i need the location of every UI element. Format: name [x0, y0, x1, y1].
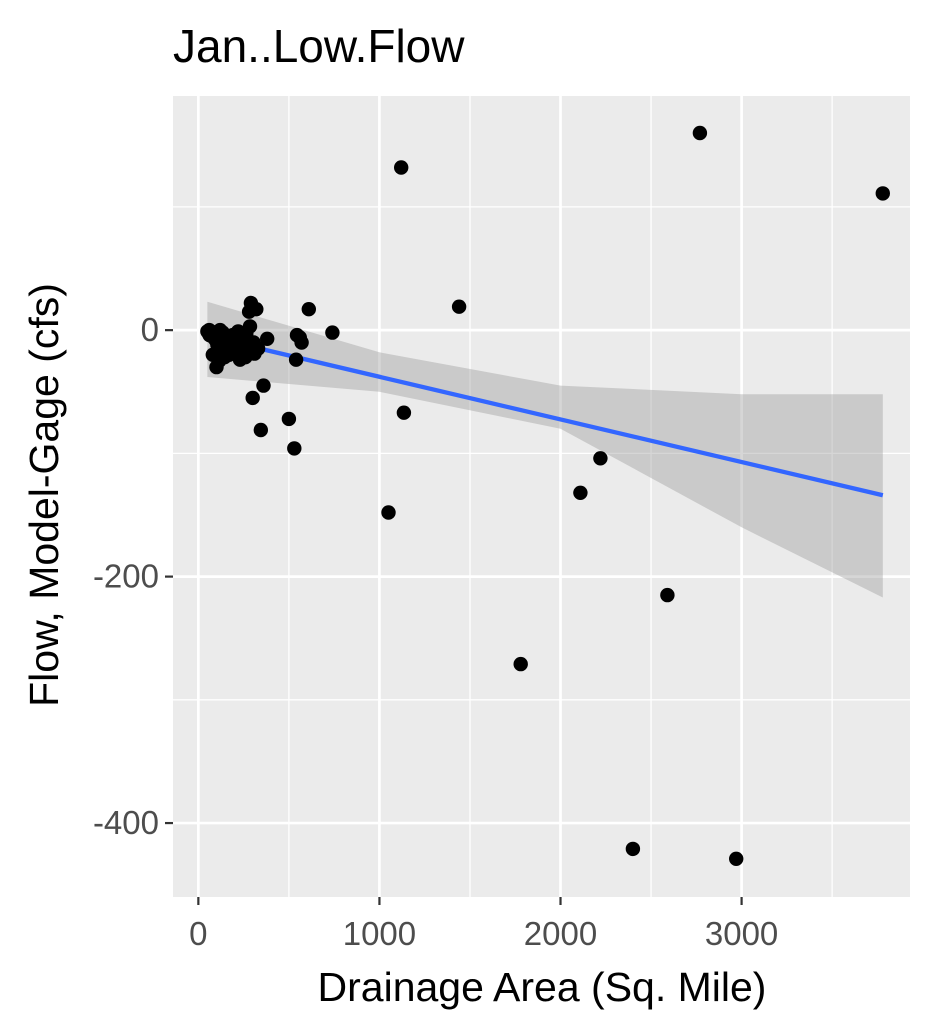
chart-title: Jan..Low.Flow: [173, 20, 465, 72]
data-point: [260, 331, 275, 346]
y-tick-label: -400: [93, 804, 159, 841]
data-point: [281, 411, 297, 427]
data-point: [256, 378, 271, 393]
data-point: [660, 587, 675, 603]
x-axis-ticks: 0 1000 2000 3000: [189, 897, 778, 952]
data-point: [573, 485, 588, 500]
data-point: [513, 656, 528, 672]
y-axis-ticks: -400 -200 0: [93, 311, 173, 841]
x-tick-label: 1000: [343, 915, 416, 952]
data-point: [593, 451, 608, 466]
data-points: [200, 125, 890, 866]
data-point: [301, 302, 316, 317]
data-point: [253, 422, 268, 438]
data-point: [381, 505, 396, 520]
data-point: [692, 125, 708, 141]
x-tick-label: 3000: [705, 915, 778, 952]
major-gridlines: [173, 96, 910, 897]
data-point: [287, 441, 302, 456]
data-point: [396, 405, 412, 420]
data-point: [451, 299, 467, 314]
regression-line: [206, 334, 884, 498]
data-point: [325, 325, 340, 340]
data-point: [394, 160, 409, 175]
y-axis-title: Flow, Model-Gage (cfs): [21, 283, 67, 707]
data-point: [729, 851, 744, 866]
data-point: [245, 390, 260, 406]
data-point: [625, 841, 641, 857]
data-point: [250, 341, 266, 356]
data-point: [875, 186, 890, 201]
plot-panel: [173, 96, 910, 897]
y-tick-label: -200: [93, 558, 159, 595]
x-axis-title: Drainage Area (Sq. Mile): [318, 964, 767, 1010]
data-point: [288, 352, 304, 367]
x-tick-label: 2000: [524, 915, 597, 952]
minor-gridlines: [173, 96, 910, 897]
data-point: [242, 319, 258, 334]
data-point: [249, 302, 264, 317]
x-tick-label: 0: [189, 915, 207, 952]
data-point: [294, 335, 309, 350]
y-tick-label: 0: [141, 311, 159, 348]
